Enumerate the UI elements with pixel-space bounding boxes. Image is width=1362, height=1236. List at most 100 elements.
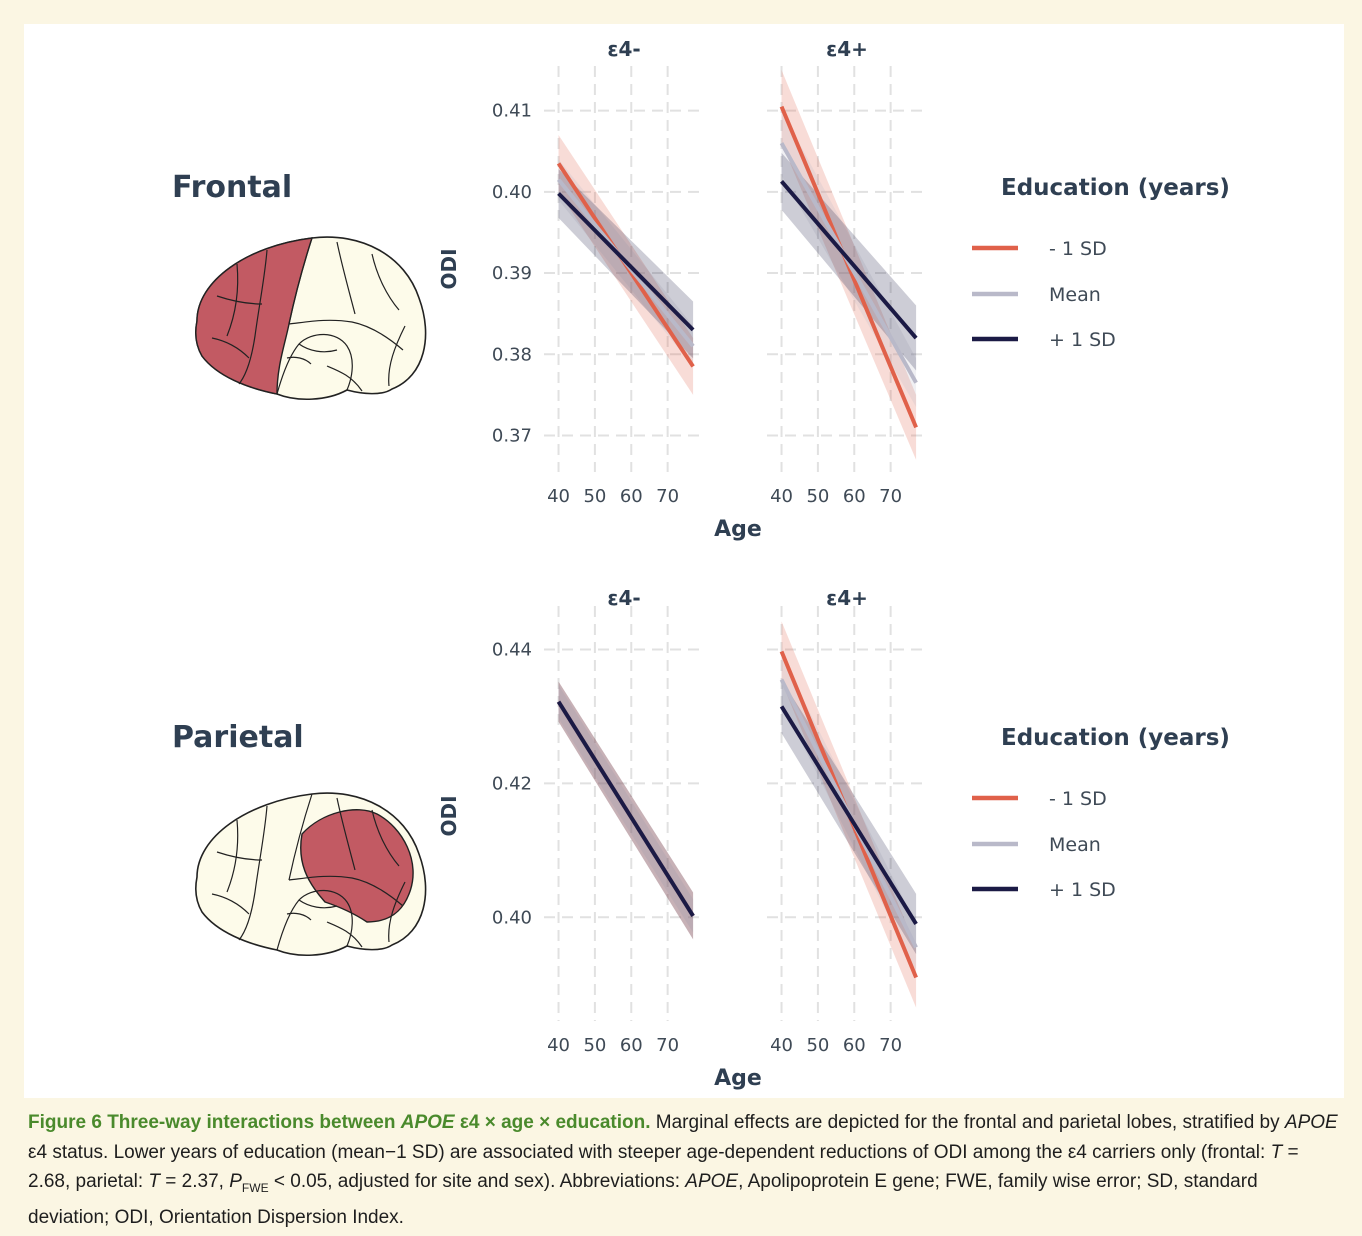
y-tick-label: 0.41 [492,101,532,122]
caption-gene2: APOE [685,1171,739,1192]
series-line [780,180,918,340]
brain-sulcus [238,249,268,385]
brain-sulcus [276,333,353,395]
legend-label: + 1 SD [1049,329,1116,351]
x-tick-label: 60 [843,486,866,507]
x-axis-label: Age [714,1066,762,1091]
brain-sulcus [238,805,268,941]
legend-label: Mean [1049,284,1101,306]
caption-sentence1: Marginal effects are depicted for the fr… [650,1112,1285,1133]
y-tick-label: 0.40 [492,907,532,928]
caption-abbreviations: , Apolipoprotein E gene; FWE, family wis… [28,1171,1258,1229]
y-tick-label: 0.38 [492,344,532,365]
legend-label: - 1 SD [1049,788,1107,810]
y-tick-label: 0.44 [492,640,532,661]
caption-t-value-2: = 2.37, [160,1171,230,1192]
caption-gene1: APOE [1284,1112,1338,1133]
brain-sulcus [216,851,263,861]
brain-sulcus [288,875,404,907]
legend-label: + 1 SD [1049,879,1116,901]
x-tick-label: 40 [547,486,570,507]
brain-sulcus [288,237,313,325]
x-tick-label: 50 [583,486,606,507]
brain-illustration [195,792,427,957]
y-axis-label: ODI [437,248,461,289]
y-tick-label: 0.37 [492,425,532,446]
legend: Education (years) - 1 SD Mean + 1 SD [972,725,1230,901]
brain-sulcus [226,263,239,337]
brain-sulcus [226,819,239,893]
y-tick-label: 0.39 [492,263,532,284]
legend: Education (years) - 1 SD Mean + 1 SD [972,175,1230,351]
x-tick-label: 50 [806,1035,829,1056]
brain-illustration [195,236,427,401]
brain-sulcus [286,912,312,921]
facet-title: ε4- [607,37,640,61]
brain-sulcus [371,253,400,311]
caption-label: Figure 6 Three-way interactions between … [28,1112,651,1133]
x-tick-label: 70 [879,486,902,507]
series-line [557,192,695,332]
brain-sulcus [336,241,356,315]
brain-sulcus [298,343,338,353]
caption-t-symbol-1: T [1270,1141,1283,1163]
caption-title-part2: ε4 × age × education. [454,1112,651,1133]
facet-title: ε4- [607,586,640,610]
x-tick-label: 70 [656,486,679,507]
x-tick-label: 70 [879,1035,902,1056]
figure-canvas: ε4-40 50 60 700.370.380.390.400.41ODIAgeε4+… [172,37,1230,1091]
y-axis-label: ODI [437,795,461,836]
brain-sulcus [326,921,363,948]
series-line [556,700,695,917]
region-title: Frontal [172,170,292,205]
facet-title: ε4+ [826,586,868,610]
figure-caption: Figure 6 Three-way interactions between … [28,1108,1340,1233]
x-tick-label: 40 [547,1035,570,1056]
brain-sulcus [211,893,250,915]
chart-panel-4: ε4+ 40 50 60 70 [767,586,927,1056]
legend-title: Education (years) [1001,725,1230,751]
x-tick-label: 60 [843,1035,866,1056]
chart-panel-2: ε4+ 40 50 60 70 [767,37,927,507]
caption-t-symbol-2: T [148,1171,161,1192]
x-tick-label: 60 [620,486,643,507]
caption-sentence2: ε4 status. Lower years of education (mea… [28,1141,1271,1163]
series-line [779,142,918,384]
brain-sulcus [371,809,400,867]
brain-sulcus [336,797,356,871]
chart-panel-3: ε4- 40 50 60 70 0.40 0.42 0.44 ODI Age [437,586,762,1091]
x-tick-label: 70 [656,1035,679,1056]
brain-sulcus [286,356,312,365]
brain-sulcus [388,881,406,943]
brain-sulcus [276,889,353,951]
brain-sulcus [216,295,263,305]
x-tick-label: 50 [806,486,829,507]
figure-panel: ε4- 40 50 60 70 0.37 0.38 0.39 0.40 0.41 ODI Age ε4+… [24,24,1344,1098]
caption-title-part1: Three-way interactions between [107,1112,401,1133]
x-tick-label: 50 [583,1035,606,1056]
caption-t-value-1: = 2.68, parietal: [28,1141,1299,1193]
brain-sulcus [211,337,250,359]
x-tick-label: 40 [770,1035,793,1056]
brain-sulcus [388,325,406,387]
caption-p-symbol: P [229,1171,242,1192]
x-tick-label: 60 [620,1035,643,1056]
y-tick-label: 0.40 [492,182,532,203]
brain-sulcus [288,319,404,351]
caption-title-gene: APOE [400,1112,455,1133]
caption-p-subscript: FWE [241,1180,269,1195]
caption-figure-number: Figure 6 [28,1112,102,1133]
highlighted-lobe [195,237,314,395]
facet-title: ε4+ [826,37,868,61]
caption-p-value: < 0.05, adjusted for site and sex). Abbr… [268,1171,686,1192]
x-axis-label: Age [714,517,762,542]
brain-sulcus [326,365,363,392]
brain-sulcus [288,793,313,881]
region-title: Parietal [172,720,304,755]
legend-label: Mean [1049,834,1101,856]
legend-title: Education (years) [1001,175,1230,201]
series-line [779,705,918,925]
brain-sulcus [298,899,338,909]
chart-panel-1: ε4- 40 50 60 70 0.37 0.38 0.39 0.40 0.41 ODI Age [437,37,762,542]
y-tick-label: 0.42 [492,773,532,794]
